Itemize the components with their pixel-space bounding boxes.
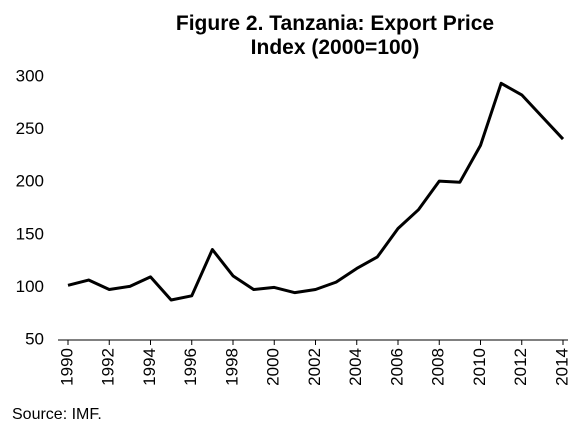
y-tick-label: 150 (16, 224, 44, 243)
y-tick-label: 300 (16, 66, 44, 85)
x-tick-label: 1990 (57, 348, 76, 386)
x-tick-label: 2014 (552, 348, 571, 386)
y-tick-label: 50 (25, 329, 44, 348)
x-tick-label: 2004 (346, 348, 365, 386)
x-tick-label: 2000 (264, 348, 283, 386)
y-tick-label: 200 (16, 172, 44, 191)
x-tick-label: 1994 (140, 348, 159, 386)
x-tick-label: 2010 (470, 348, 489, 386)
y-tick-label: 100 (16, 277, 44, 296)
x-tick-label: 1998 (222, 348, 241, 386)
source-note: Source: IMF. (12, 406, 102, 423)
x-tick-label: 2012 (511, 348, 530, 386)
data-line (67, 81, 565, 302)
x-tick-label: 2006 (387, 348, 406, 386)
x-tick-label: 1992 (99, 348, 118, 386)
chart-title: Figure 2. Tanzania: Export Price Index (… (175, 12, 495, 59)
x-tick-label: 2008 (429, 348, 448, 386)
x-tick-label: 1996 (181, 348, 200, 386)
y-tick-label: 250 (16, 119, 44, 138)
x-tick-label: 2002 (305, 348, 324, 386)
